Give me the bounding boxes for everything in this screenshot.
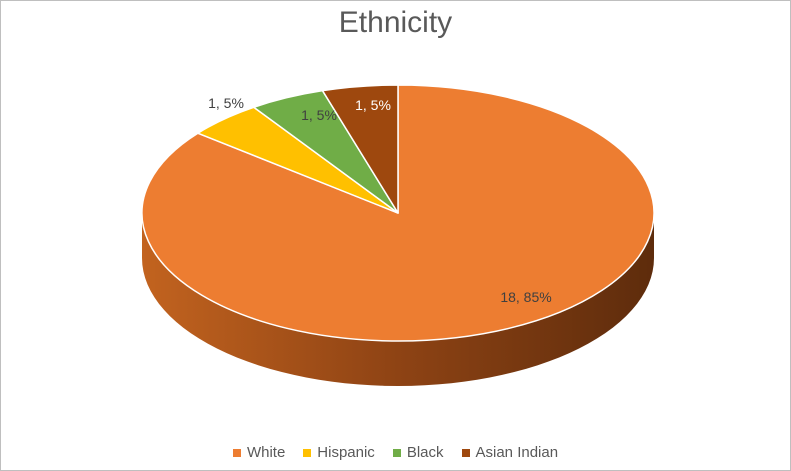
legend-swatch [232,448,241,457]
pie-sides [142,213,654,386]
data-label-asian-indian: 1, 5% [355,97,391,113]
legend-item-asian-indian: Asian Indian [461,444,559,461]
legend-label: White [246,444,286,461]
legend-item-black: Black [392,444,444,461]
legend-label: Hispanic [317,444,375,461]
data-label-white: 18, 85% [500,289,551,305]
pie-tops [141,84,655,342]
pie-side-white [142,213,654,386]
pie-slice-asian-indian [321,84,399,214]
pie-labels: 18, 85% 1, 5% 1, 5% 1, 5% [208,95,552,305]
legend-label: Black [406,444,444,461]
chart-title: Ethnicity [338,6,453,39]
data-label-hispanic: 1, 5% [208,95,244,111]
legend-swatch [392,448,401,457]
legend-item-white: White [232,444,286,461]
legend-label: Asian Indian [475,444,559,461]
legend-swatch [461,448,470,457]
legend: White Hispanic Black Asian Indian [0,444,791,461]
legend-swatch [303,448,312,457]
legend-item-hispanic: Hispanic [303,444,375,461]
data-label-black: 1, 5% [301,107,337,123]
